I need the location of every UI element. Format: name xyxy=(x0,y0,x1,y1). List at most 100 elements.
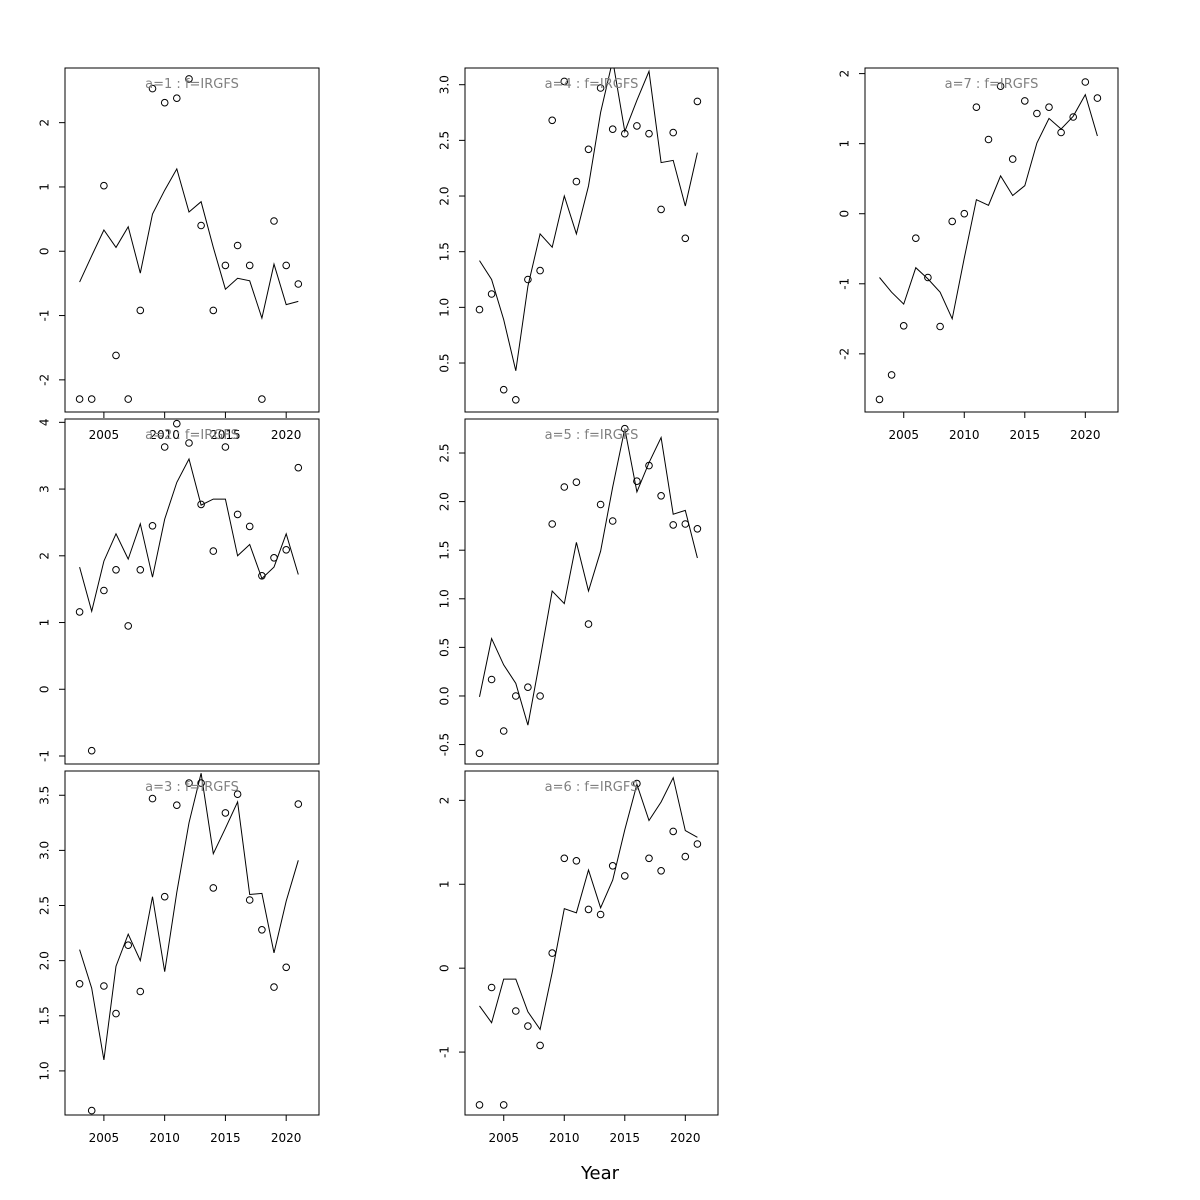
x-tick-label: 2005 xyxy=(89,1131,120,1145)
y-tick-label: 1 xyxy=(438,880,452,888)
data-point xyxy=(584,145,593,154)
data-point xyxy=(633,122,641,130)
data-point xyxy=(548,116,557,125)
data-point xyxy=(645,129,653,138)
y-tick-label: 2.5 xyxy=(438,443,452,462)
y-tick-label: 3.0 xyxy=(438,75,452,94)
data-point xyxy=(621,424,629,433)
data-point xyxy=(669,827,678,836)
data-point xyxy=(548,949,557,957)
data-point xyxy=(258,395,266,403)
y-tick-label: 0.5 xyxy=(438,353,452,372)
data-point xyxy=(560,483,569,491)
data-point xyxy=(160,892,169,901)
data-point xyxy=(972,103,981,111)
panel-2: -1 0 1 2 3 4 a=2 : f=IRGFS xyxy=(38,418,320,765)
panel-title: a=4 : f=IRGFS xyxy=(545,77,639,92)
panel-title: a=5 : f=IRGFS xyxy=(545,428,639,443)
data-point xyxy=(960,209,969,218)
x-tick-label: 2010 xyxy=(949,428,980,442)
data-point xyxy=(75,608,84,616)
y-tick-label: 4 xyxy=(38,419,52,427)
data-point xyxy=(536,692,544,700)
data-point xyxy=(185,779,193,787)
data-point xyxy=(75,395,84,403)
x-axis-label: Year xyxy=(580,1163,620,1184)
data-point xyxy=(608,517,617,525)
series-line xyxy=(479,428,698,726)
y-tick-label: 0 xyxy=(38,247,52,255)
y-tick-label: 3.0 xyxy=(38,841,52,860)
y-tick-label: 1.0 xyxy=(38,1061,52,1080)
data-point xyxy=(209,884,218,892)
data-point xyxy=(548,520,557,528)
data-point xyxy=(294,463,303,472)
data-point xyxy=(512,396,520,404)
panel-title: a=7 : f=IRGFS xyxy=(945,77,1039,92)
data-point xyxy=(112,351,120,360)
y-tick-label: 0.0 xyxy=(438,686,452,705)
y-tick-label: -2 xyxy=(38,374,52,386)
data-point xyxy=(124,941,132,950)
y-tick-label: -2 xyxy=(838,348,852,360)
y-tick-label: 1.0 xyxy=(438,298,452,317)
y-tick-label: 3 xyxy=(38,485,52,493)
data-point xyxy=(245,522,254,531)
data-point xyxy=(693,525,702,533)
y-tick-label: 0.5 xyxy=(438,638,452,657)
panel-4: 0.5 1.0 1.5 2.0 2.5 3.0 a=4 : f=IRGFS xyxy=(438,67,719,413)
data-point xyxy=(100,181,108,190)
data-point xyxy=(124,395,132,403)
data-point xyxy=(572,177,581,186)
panel-title: a=6 : f=IRGFS xyxy=(545,780,639,795)
panel-frame xyxy=(464,418,719,765)
x-tick-label: 2010 xyxy=(549,1131,580,1145)
data-point xyxy=(669,521,678,529)
data-point xyxy=(693,97,702,106)
panel-title: a=3 : f=IRGFS xyxy=(145,780,239,795)
data-point xyxy=(75,980,84,988)
data-point xyxy=(197,779,205,787)
x-tick-label: 2010 xyxy=(149,428,180,442)
y-tick-label: 0 xyxy=(838,210,852,218)
data-point xyxy=(524,1022,532,1030)
y-tick-label: 2.0 xyxy=(438,492,452,511)
y-tick-label: 1.0 xyxy=(438,589,452,608)
data-point xyxy=(270,554,278,562)
data-point xyxy=(148,794,157,803)
x-tick-label: 2020 xyxy=(670,1131,701,1145)
y-tick-label: 2.0 xyxy=(438,186,452,205)
data-point xyxy=(657,492,665,500)
data-point xyxy=(282,546,291,554)
data-point xyxy=(282,261,291,270)
data-point xyxy=(160,98,169,107)
panel-title: a=1 : f=IRGFS xyxy=(145,77,239,92)
panel-frame xyxy=(864,67,1119,413)
series-line xyxy=(479,776,698,1031)
x-tick-label: 2010 xyxy=(149,1131,180,1145)
series-line xyxy=(79,457,299,614)
data-point xyxy=(148,522,157,530)
data-point xyxy=(536,1041,544,1050)
y-tick-label: -1 xyxy=(38,750,52,762)
data-point xyxy=(173,801,181,810)
data-point xyxy=(512,692,520,700)
y-tick-label: 2 xyxy=(38,119,52,127)
data-point xyxy=(621,872,629,880)
panel-frame xyxy=(464,67,719,413)
y-tick-label: -1 xyxy=(438,1046,452,1058)
data-point xyxy=(1081,78,1090,86)
panel-3: 1.0 1.5 2.0 2.5 3.0 3.5 2005 2010 2015 2020 a=3 : … xyxy=(38,770,320,1145)
data-point xyxy=(112,566,120,574)
data-point xyxy=(524,275,532,284)
data-point xyxy=(475,1101,484,1109)
panel-6: -1 0 1 2 2005 2010 2015 2020 a=6 : f=IRGFS xyxy=(438,770,719,1145)
data-point xyxy=(233,790,242,799)
data-point xyxy=(657,205,665,214)
data-point xyxy=(924,273,932,282)
data-point xyxy=(1045,103,1053,111)
x-tick-label: 2015 xyxy=(210,428,241,442)
data-point xyxy=(136,987,145,996)
data-point xyxy=(1033,109,1041,118)
